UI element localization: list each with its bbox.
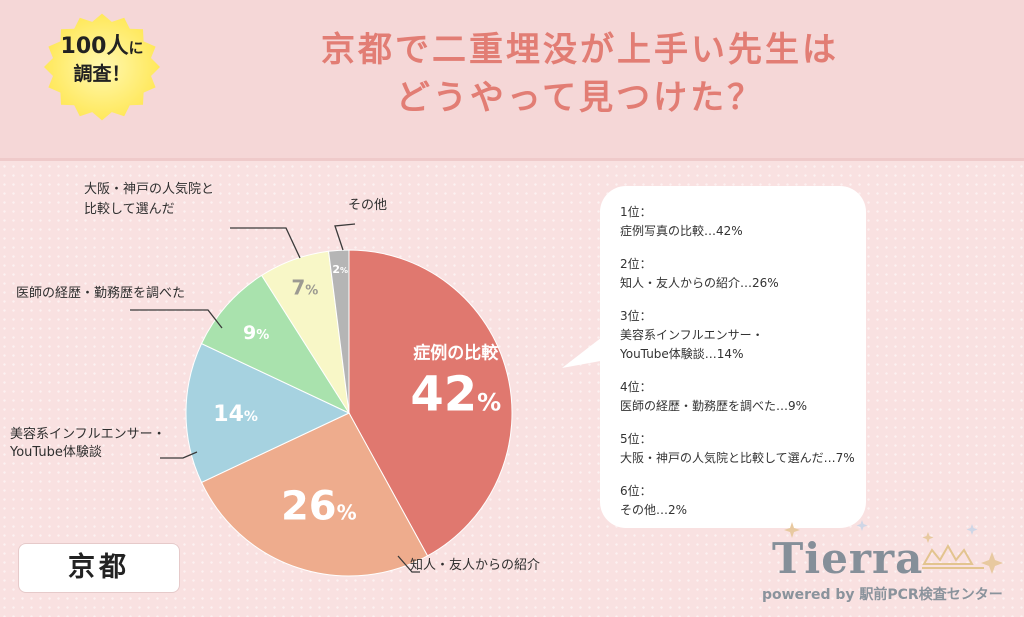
label-influencer-line1: 美容系インフルエンサー・: [10, 427, 166, 442]
ranking-item-6-line-1: その他…2%: [620, 503, 688, 517]
header-divider: [0, 158, 1024, 161]
ranking-position-5: 5位：: [620, 432, 652, 446]
callout-tail: [562, 334, 606, 368]
slice-value-2: 26%: [281, 484, 357, 530]
slice-value-5: 7%: [291, 275, 318, 299]
label-sonota: その他: [348, 198, 388, 213]
badge-burst-icon: [44, 13, 160, 121]
slice-inside-label: 症例の比較: [413, 343, 499, 364]
header-band: [0, 0, 1024, 158]
tierra-logo: Tierra powered by 駅前PCR検査センター: [752, 512, 1014, 610]
ranking-item-5-line-1: 大阪・神戸の人気院と比較して選んだ…7%: [620, 451, 855, 465]
pie-slice-1: [348, 249, 513, 557]
page-title: 京都で二重埋没が上手い先生は どうやって見つけた？: [200, 26, 960, 122]
ranking-item-1-line-1: 症例写真の比較…42%: [620, 224, 743, 238]
ranking-position-6: 6位：: [620, 484, 652, 498]
logo-tagline: powered by 駅前PCR検査センター: [762, 587, 1003, 603]
pie-slice-3: [185, 342, 351, 484]
badge-text: 100人に 調査！: [36, 34, 168, 87]
logo-wordmark: Tierra: [772, 534, 924, 583]
leader-line-5: [397, 555, 420, 573]
region-label: 京都: [68, 552, 130, 583]
label-ishi: 医師の経歴・勤務歴を調べた: [16, 286, 186, 301]
ranking-position-2: 2位：: [620, 257, 652, 271]
leader-line-4: [160, 451, 198, 459]
ranking-callout: [600, 186, 866, 528]
ranking-position-3: 3位：: [620, 309, 652, 323]
slice-value-1: 42%: [410, 367, 501, 423]
region-tag: 京都: [18, 543, 180, 593]
pie-slice-2: [200, 412, 429, 577]
slice-value-3: 14%: [213, 402, 258, 427]
ranking-position-4: 4位：: [620, 380, 652, 394]
pie-slice-4: [200, 274, 351, 415]
slice-value-6: 2%: [332, 263, 348, 276]
ranking-item-3-line-1: 美容系インフルエンサー・: [620, 328, 764, 342]
slice-value-4: 9%: [243, 322, 269, 344]
ranking-item-3-line-2: YouTube体験談…14%: [620, 347, 744, 361]
badge-label: 調査！: [73, 63, 131, 85]
ranking-position-1: 1位：: [620, 205, 652, 219]
leader-line-3: [130, 309, 223, 329]
badge-suffix: に: [128, 39, 144, 57]
label-osaka-line1: 大阪・神戸の人気院と: [84, 182, 215, 197]
badge-count: 100人: [60, 34, 129, 59]
survey-badge: 100人に 調査！: [36, 8, 168, 126]
leader-line-2: [230, 227, 301, 259]
label-influencer-line2: YouTube体験談: [10, 445, 102, 460]
leader-line-1: [334, 223, 356, 251]
pie-slice-6: [328, 249, 350, 414]
ranking-item-4-line-1: 医師の経歴・勤務歴を調べた…9%: [620, 399, 808, 413]
label-osaka-line2: 比較して選んだ: [84, 202, 175, 217]
title-line-2: どうやって見つけた？: [395, 78, 765, 118]
title-line-1: 京都で二重埋没が上手い先生は: [321, 30, 839, 70]
ranking-item-2-line-1: 知人・友人からの紹介…26%: [620, 276, 779, 290]
sparkle-icon: [784, 520, 1003, 574]
label-chijin: 知人・友人からの紹介: [410, 558, 541, 573]
